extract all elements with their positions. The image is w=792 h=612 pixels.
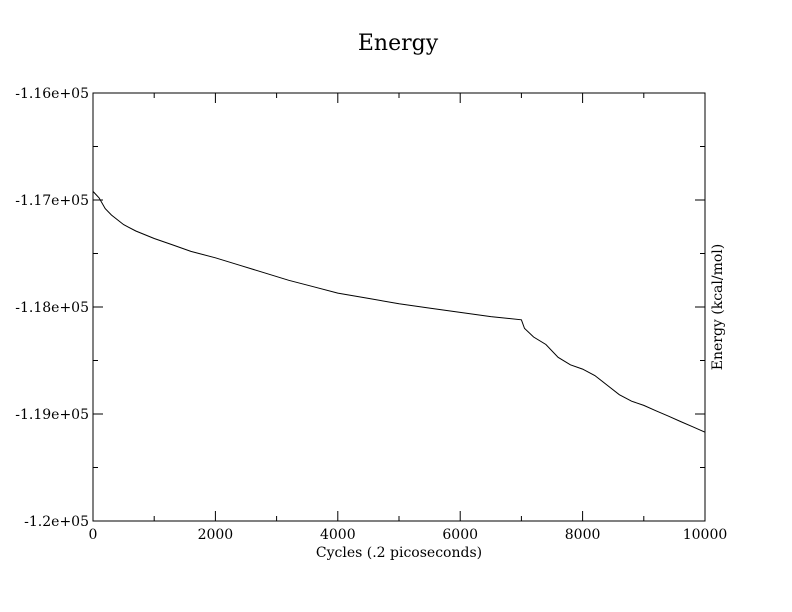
series-line-0	[92, 191, 706, 433]
x-axis-ticks: 0 2000 4000 6000 8000 10000	[89, 93, 728, 543]
x-tick-label: 10000	[683, 527, 728, 543]
chart-title: Energy	[358, 31, 439, 56]
x-axis-label: Cycles (.2 picoseconds)	[316, 545, 482, 561]
y-tick-label: -1.2e+05	[24, 514, 89, 530]
x-tick-label: 0	[89, 527, 98, 543]
y-axis-label: Energy (kcal/mol)	[710, 244, 726, 371]
x-tick-label: 4000	[320, 527, 356, 543]
x-tick-label: 2000	[198, 527, 234, 543]
y-tick-label: -1.19e+05	[15, 407, 89, 423]
x-tick-label: 6000	[442, 527, 478, 543]
y-tick-label: -1.17e+05	[15, 193, 89, 209]
x-tick-label: 8000	[565, 527, 601, 543]
y-axis-ticks: -1.16e+05 -1.17e+05 -1.18e+05 -1.19e+05 -1.2…	[15, 86, 705, 530]
y-tick-label: -1.18e+05	[15, 300, 89, 316]
series-layer	[92, 191, 706, 433]
y-tick-label: -1.16e+05	[15, 86, 89, 102]
